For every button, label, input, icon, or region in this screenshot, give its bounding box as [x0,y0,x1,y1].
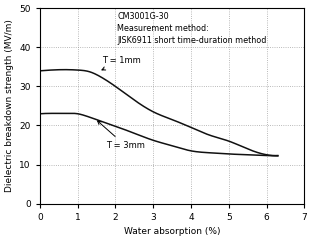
Text: CM3001G-30
Measurement method:
JISK6911 short time-duration method: CM3001G-30 Measurement method: JISK6911 … [117,12,267,45]
X-axis label: Water absorption (%): Water absorption (%) [124,227,220,236]
Text: T = 1mm: T = 1mm [102,56,141,70]
Y-axis label: Dielectric breakdown strength (MV/m): Dielectric breakdown strength (MV/m) [5,20,14,192]
Text: T = 3mm: T = 3mm [98,121,145,150]
